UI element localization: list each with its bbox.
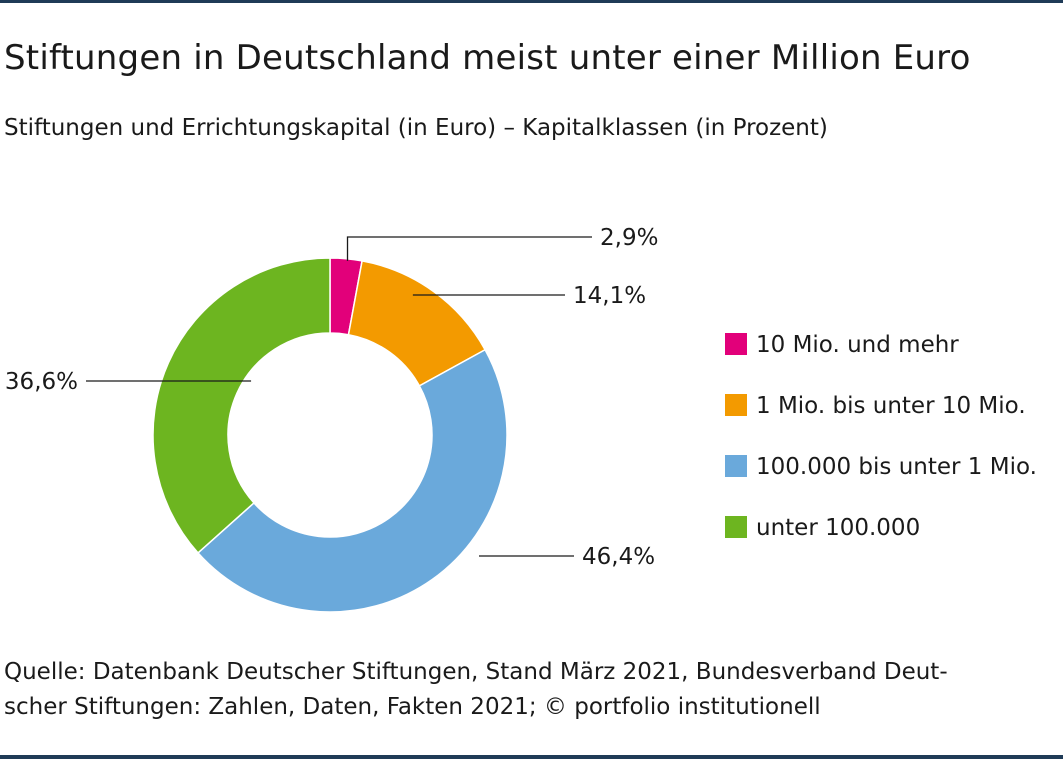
value-label-1-mio-bis-unter-10-mio: 14,1%	[573, 283, 646, 309]
leader-line-10-mio-und-mehr	[346, 236, 592, 261]
legend-label-100-000-bis-unter-1-mio: 100.000 bis unter 1 Mio.	[756, 454, 1037, 480]
legend-swatch-unter-100-000	[725, 516, 747, 538]
value-label-10-mio-und-mehr: 2,9%	[600, 225, 658, 251]
legend-label-10-mio-und-mehr: 10 Mio. und mehr	[756, 332, 959, 358]
legend-swatch-100-000-bis-unter-1-mio	[725, 455, 747, 477]
slice-unter-100-000	[152, 257, 331, 554]
legend-label-unter-100-000: unter 100.000	[756, 515, 920, 541]
donut-chart: 2,9% 14,1% 46,4% 36,6% 10 Mio. und mehr 1 Mi…	[5, 225, 1037, 613]
source-line-2: scher Stiftungen: Zahlen, Daten, Fakten …	[4, 694, 821, 720]
top-rule	[0, 0, 1063, 3]
value-label-100-000-bis-unter-1-mio: 46,4%	[582, 544, 655, 570]
source-note: Quelle: Datenbank Deutscher Stiftungen, …	[4, 655, 1054, 725]
legend-swatch-10-mio-und-mehr	[725, 333, 747, 355]
slice-100-000-bis-unter-1-mio	[196, 348, 508, 613]
chart-title: Stiftungen in Deutschland meist unter ei…	[4, 38, 971, 78]
chart-subtitle: Stiftungen und Errichtungskapital (in Eu…	[4, 115, 828, 141]
legend-label-1-mio-bis-unter-10-mio: 1 Mio. bis unter 10 Mio.	[756, 393, 1026, 419]
value-label-unter-100-000: 36,6%	[5, 369, 78, 395]
bottom-rule	[0, 755, 1063, 759]
source-line-1: Quelle: Datenbank Deutscher Stiftungen, …	[4, 659, 948, 685]
legend-swatch-1-mio-bis-unter-10-mio	[725, 394, 747, 416]
